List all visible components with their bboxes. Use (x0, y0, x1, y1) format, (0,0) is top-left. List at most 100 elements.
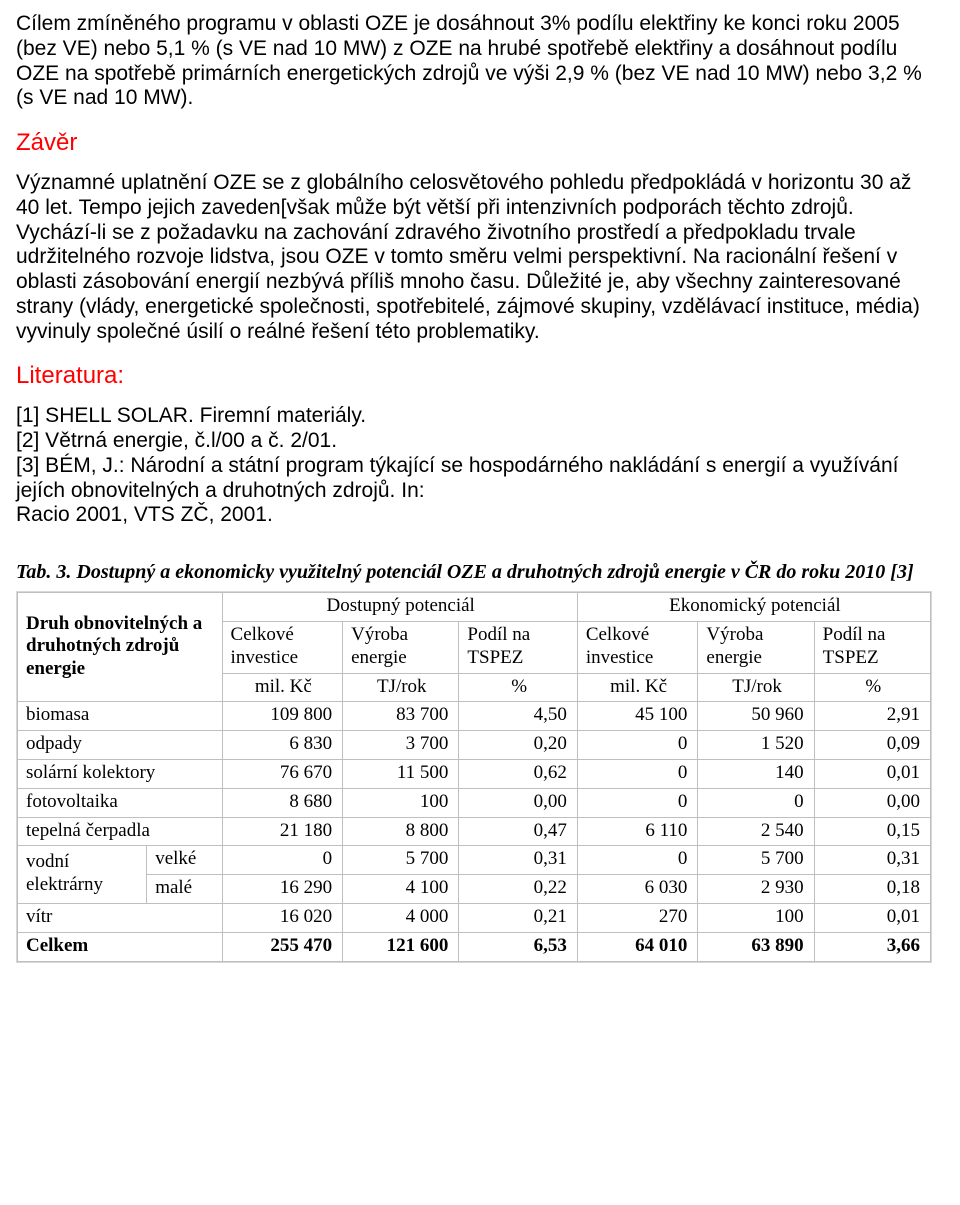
cell: 2 540 (698, 817, 814, 846)
col-e-inv: Celkové investice (577, 622, 698, 674)
cell: 6 830 (222, 731, 343, 760)
cell: 64 010 (577, 932, 698, 961)
cell: 8 680 (222, 788, 343, 817)
cell: 0,31 (459, 846, 577, 875)
cell: 0 (577, 788, 698, 817)
table-container: Druh obnovitelných a druhotných zdrojů e… (16, 591, 932, 962)
cell: 121 600 (343, 932, 459, 961)
cell: 6,53 (459, 932, 577, 961)
document-page: Cílem zmíněného programu v oblasti OZE j… (0, 0, 960, 993)
cell: 0,62 (459, 760, 577, 789)
cell: 4 000 (343, 904, 459, 933)
cell: 0,21 (459, 904, 577, 933)
oze-table: Druh obnovitelných a druhotných zdrojů e… (17, 592, 931, 961)
table-row: tepelná čerpadla 21 180 8 800 0,47 6 110… (18, 817, 931, 846)
row-label-male: malé (147, 875, 222, 904)
cell: 16 290 (222, 875, 343, 904)
cell: 2,91 (814, 702, 930, 731)
cell: 0,31 (814, 846, 930, 875)
table-row: biomasa 109 800 83 700 4,50 45 100 50 96… (18, 702, 931, 731)
row-label-tc: tepelná čerpadla (18, 817, 223, 846)
cell: 0,00 (459, 788, 577, 817)
row-label-vitr: vítr (18, 904, 223, 933)
intro-paragraph: Cílem zmíněného programu v oblasti OZE j… (16, 12, 932, 111)
cell: 100 (343, 788, 459, 817)
cell: 63 890 (698, 932, 814, 961)
row-label-biomasa: biomasa (18, 702, 223, 731)
cell: 0,01 (814, 904, 930, 933)
row-label-solar: solární kolektory (18, 760, 223, 789)
cell: 0 (698, 788, 814, 817)
reference-1: [1] SHELL SOLAR. Firemní materiály. (16, 404, 932, 429)
heading-zaver: Závěr (16, 129, 932, 157)
cell: 0,47 (459, 817, 577, 846)
row-label-celkem: Celkem (18, 932, 223, 961)
col-d-prod: Výroba energie (343, 622, 459, 674)
table-row: solární kolektory 76 670 11 500 0,62 0 1… (18, 760, 931, 789)
reference-3a: [3] BÉM, J.: Národní a státní program tý… (16, 454, 932, 504)
col-d-inv: Celkové investice (222, 622, 343, 674)
cell: 21 180 (222, 817, 343, 846)
zaver-paragraph: Významné uplatnění OZE se z globálního c… (16, 171, 932, 344)
cell: 4 100 (343, 875, 459, 904)
cell: 76 670 (222, 760, 343, 789)
cell: 16 020 (222, 904, 343, 933)
cell: 109 800 (222, 702, 343, 731)
cell: 0,20 (459, 731, 577, 760)
unit-e-inv: mil. Kč (577, 673, 698, 702)
cell: 8 800 (343, 817, 459, 846)
table-row: vodní elektrárny velké 0 5 700 0,31 0 5 … (18, 846, 931, 875)
cell: 0 (222, 846, 343, 875)
reference-3b: Racio 2001, VTS ZČ, 2001. (16, 503, 932, 528)
unit-e-pct: % (814, 673, 930, 702)
cell: 6 110 (577, 817, 698, 846)
cell: 0,15 (814, 817, 930, 846)
cell: 0,18 (814, 875, 930, 904)
cell: 0,09 (814, 731, 930, 760)
cell: 270 (577, 904, 698, 933)
table-row: vítr 16 020 4 000 0,21 270 100 0,01 (18, 904, 931, 933)
cell: 5 700 (343, 846, 459, 875)
cell: 11 500 (343, 760, 459, 789)
cell: 1 520 (698, 731, 814, 760)
row-label-vodni: vodní elektrárny (18, 846, 147, 904)
cell: 0 (577, 846, 698, 875)
cell: 0,00 (814, 788, 930, 817)
col-group-dostupny: Dostupný potenciál (222, 593, 577, 622)
table-row-total: Celkem 255 470 121 600 6,53 64 010 63 89… (18, 932, 931, 961)
cell: 83 700 (343, 702, 459, 731)
row-label-velke: velké (147, 846, 222, 875)
cell: 0 (577, 731, 698, 760)
unit-e-prod: TJ/rok (698, 673, 814, 702)
cell: 0,22 (459, 875, 577, 904)
col-group-ekonomicky: Ekonomický potenciál (577, 593, 930, 622)
cell: 3 700 (343, 731, 459, 760)
cell: 3,66 (814, 932, 930, 961)
unit-d-prod: TJ/rok (343, 673, 459, 702)
cell: 5 700 (698, 846, 814, 875)
col-d-share: Podíl na TSPEZ (459, 622, 577, 674)
cell: 140 (698, 760, 814, 789)
cell: 2 930 (698, 875, 814, 904)
heading-literatura: Literatura: (16, 362, 932, 390)
table-row: malé 16 290 4 100 0,22 6 030 2 930 0,18 (18, 875, 931, 904)
reference-2: [2] Větrná energie, č.l/00 a č. 2/01. (16, 429, 932, 454)
table-header-row-1: Druh obnovitelných a druhotných zdrojů e… (18, 593, 931, 622)
col-e-share: Podíl na TSPEZ (814, 622, 930, 674)
cell: 6 030 (577, 875, 698, 904)
cell: 100 (698, 904, 814, 933)
cell: 45 100 (577, 702, 698, 731)
cell: 0,01 (814, 760, 930, 789)
table-row: fotovoltaika 8 680 100 0,00 0 0 0,00 (18, 788, 931, 817)
row-label-pv: fotovoltaika (18, 788, 223, 817)
unit-d-inv: mil. Kč (222, 673, 343, 702)
cell: 0 (577, 760, 698, 789)
table-row: odpady 6 830 3 700 0,20 0 1 520 0,09 (18, 731, 931, 760)
cell: 4,50 (459, 702, 577, 731)
unit-d-pct: % (459, 673, 577, 702)
col-kind: Druh obnovitelných a druhotných zdrojů e… (18, 593, 223, 702)
row-label-odpady: odpady (18, 731, 223, 760)
cell: 50 960 (698, 702, 814, 731)
col-e-prod: Výroba energie (698, 622, 814, 674)
table-title: Tab. 3. Dostupný a ekonomicky využitelný… (16, 560, 932, 585)
